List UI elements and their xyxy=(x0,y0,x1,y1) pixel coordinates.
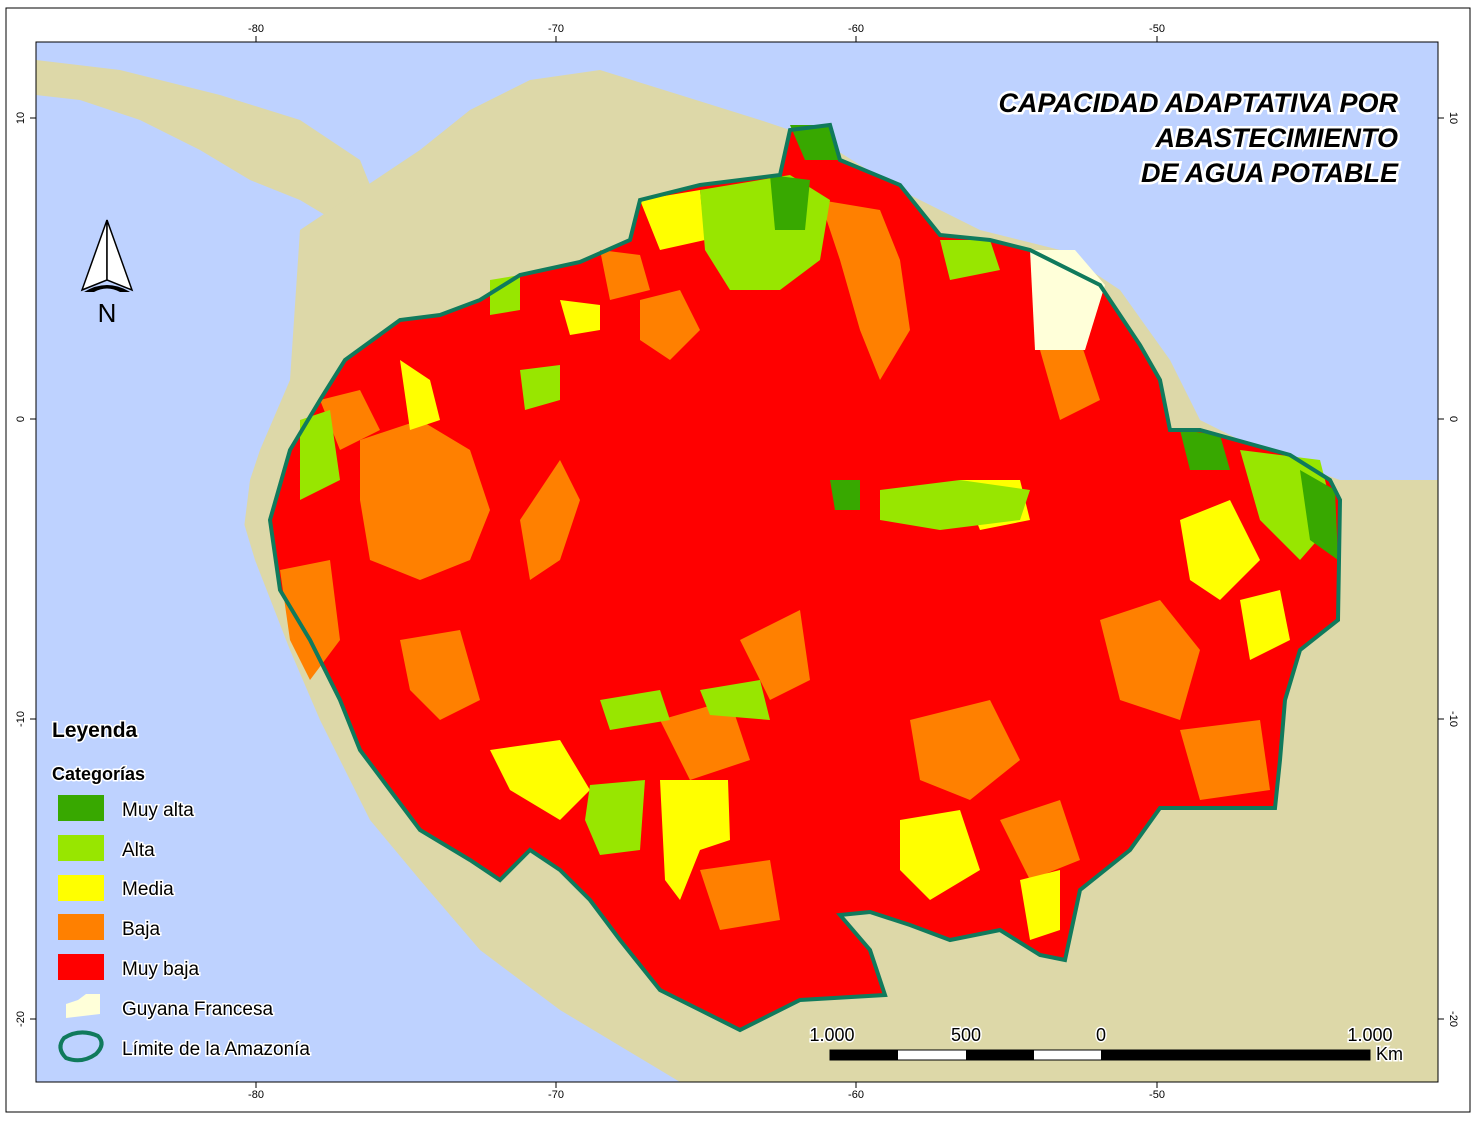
lat-label-right: -20 xyxy=(1447,1011,1459,1027)
graticule-bottom: -80 -70 -60 -50 xyxy=(248,1082,1165,1101)
graticule-top: -80 -70 -60 -50 xyxy=(248,23,1165,42)
legend-swatch-guyana-francesa xyxy=(66,994,100,1018)
lon-label-top: -80 xyxy=(248,23,264,35)
lat-label-left: 0 xyxy=(15,416,27,422)
legend-swatch-baja xyxy=(58,914,104,940)
lon-label-top: -50 xyxy=(1149,23,1165,35)
scale-unit: Km xyxy=(1376,1044,1403,1064)
map-title: CAPACIDAD ADAPTATIVA POR ABASTECIMIENTO … xyxy=(996,86,1401,191)
lon-label-bottom: -60 xyxy=(848,1089,864,1101)
legend-label-alta: Alta xyxy=(122,840,155,861)
scale-label-1000-left: 1.000 xyxy=(809,1025,854,1045)
legend-label-muy-alta: Muy alta xyxy=(122,800,194,821)
north-label: N xyxy=(98,298,117,328)
title-line-1: CAPACIDAD ADAPTATIVA POR xyxy=(999,88,1399,118)
lat-label-left: -20 xyxy=(15,1011,27,1027)
scale-label-1000-right: 1.000 xyxy=(1347,1025,1392,1045)
graticule-right: 10 0 -10 -20 xyxy=(1438,112,1459,1027)
legend-label-media: Media xyxy=(122,879,174,900)
scale-segment xyxy=(966,1050,1034,1060)
legend-swatch-alta xyxy=(58,835,104,861)
lon-label-top: -60 xyxy=(848,23,864,35)
legend-label-baja: Baja xyxy=(122,919,160,940)
scale-label-500: 500 xyxy=(951,1025,981,1045)
lat-label-right: -10 xyxy=(1447,711,1459,727)
zone-guyana-francesa xyxy=(1030,250,1105,350)
title-line-2: ABASTECIMIENTO xyxy=(1154,123,1398,153)
lat-label-right: 10 xyxy=(1447,112,1459,124)
lon-label-bottom: -50 xyxy=(1149,1089,1165,1101)
lat-label-left: -10 xyxy=(15,711,27,727)
zones-baja xyxy=(280,200,1270,930)
legend-swatch-muy-baja xyxy=(58,954,104,980)
north-arrow-base-icon xyxy=(84,285,130,292)
amazon-boundary xyxy=(267,122,1343,1033)
legend-label-guyana-francesa: Guyana Francesa xyxy=(122,999,273,1020)
legend-label-muy-baja: Muy baja xyxy=(122,959,200,980)
legend-title: Leyenda xyxy=(52,719,138,742)
legend-swatch-limite-amazonia xyxy=(58,1030,104,1063)
scale-bar: 1.000 500 0 1.000 Km xyxy=(808,1024,1405,1066)
scale-segment xyxy=(830,1050,898,1060)
legend-swatch-muy-alta xyxy=(58,795,104,821)
title-line-3: DE AGUA POTABLE xyxy=(1141,158,1399,188)
graticule-left: 10 0 -10 -20 xyxy=(15,112,36,1027)
legend-label-limite-amazonia: Límite de la Amazonía xyxy=(122,1039,310,1060)
legend-swatch-media xyxy=(58,875,104,901)
lon-label-top: -70 xyxy=(548,23,564,35)
scale-label-0: 0 xyxy=(1096,1025,1106,1045)
lat-label-left: 10 xyxy=(15,112,27,124)
lon-label-bottom: -80 xyxy=(248,1089,264,1101)
legend-subtitle: Categorías xyxy=(52,764,145,784)
north-arrow-right-icon xyxy=(106,219,134,292)
lon-label-bottom: -70 xyxy=(548,1089,564,1101)
zones-muy-alta xyxy=(770,125,1338,560)
legend: Leyenda Categorías Muy alta Alta Media B… xyxy=(51,718,312,1063)
scale-segment xyxy=(1101,1050,1370,1060)
map-border xyxy=(35,41,1439,1083)
lat-label-right: 0 xyxy=(1447,416,1459,422)
north-arrow: N xyxy=(80,219,134,328)
